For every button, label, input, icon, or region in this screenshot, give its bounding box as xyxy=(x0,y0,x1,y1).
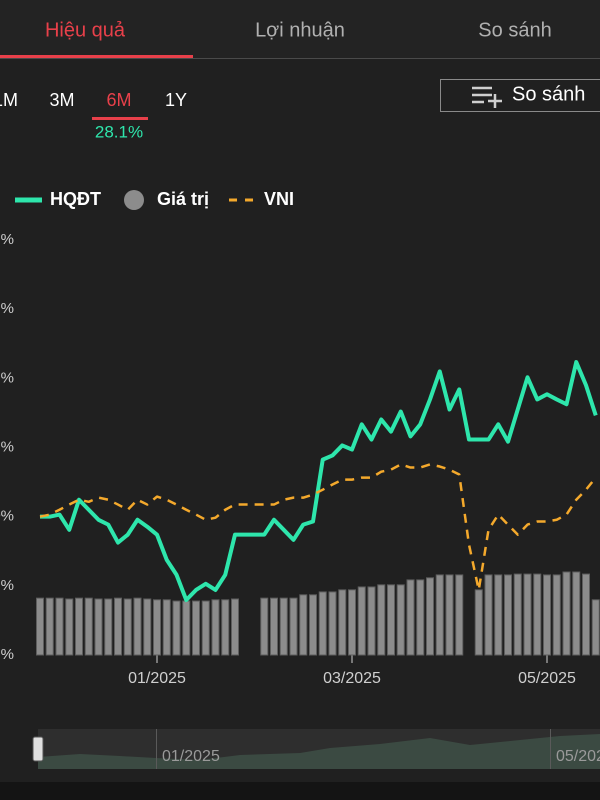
navigator-handle[interactable] xyxy=(32,736,44,762)
bar xyxy=(591,599,600,656)
x-tick-label: 01/2025 xyxy=(128,670,186,687)
bar xyxy=(484,574,493,656)
bar xyxy=(572,571,581,656)
x-tick-label: 05/2025 xyxy=(518,670,576,687)
y-tick-label: 0% xyxy=(0,508,14,525)
tab[interactable]: Hiệu quả xyxy=(45,19,126,41)
bar xyxy=(562,571,571,656)
bar xyxy=(387,584,395,656)
y-tick-label: -20% xyxy=(0,577,14,594)
bar xyxy=(445,574,454,656)
bar xyxy=(552,574,561,656)
navigator-area xyxy=(38,734,600,769)
bar xyxy=(504,574,512,656)
y-tick-label: 80% xyxy=(0,231,14,248)
bar xyxy=(143,598,152,656)
period-underline xyxy=(92,117,148,120)
bar xyxy=(104,598,113,656)
button-label: So sánh xyxy=(512,83,585,105)
bar xyxy=(455,574,464,656)
bar xyxy=(270,597,278,656)
legend-label: Giá trị xyxy=(157,189,209,209)
button-icon xyxy=(472,86,502,108)
bar xyxy=(543,574,551,656)
y-tick-label: 20% xyxy=(0,438,14,455)
bar xyxy=(289,597,298,656)
y-tick-label: -40% xyxy=(0,646,14,663)
tab[interactable]: So sánh xyxy=(478,19,551,41)
bar xyxy=(523,573,532,656)
bottom-bar xyxy=(0,782,600,800)
bar xyxy=(494,574,503,656)
bar xyxy=(582,573,590,656)
bar xyxy=(162,599,171,656)
bar xyxy=(36,597,44,656)
button-border xyxy=(440,79,600,112)
bar xyxy=(435,574,444,656)
bar xyxy=(211,599,220,656)
legend: HQĐT Giá trị VNI xyxy=(15,189,294,210)
series-line xyxy=(39,463,597,592)
bar xyxy=(45,597,54,656)
bar xyxy=(377,584,386,656)
bar xyxy=(84,597,93,656)
bar xyxy=(416,579,425,656)
bar xyxy=(133,597,142,656)
bar xyxy=(260,597,269,656)
bar xyxy=(474,589,483,656)
bar xyxy=(279,597,288,656)
period-button[interactable]: 1Y xyxy=(165,90,187,110)
bar xyxy=(55,597,64,656)
y-tick-label: 60% xyxy=(0,300,14,317)
bar xyxy=(221,599,230,656)
series-line xyxy=(40,360,598,603)
bar xyxy=(348,589,356,656)
period-button[interactable]: 1M xyxy=(0,90,18,110)
bar xyxy=(328,591,337,656)
bar xyxy=(75,597,83,656)
navigator-label: 05/2025 xyxy=(556,748,600,765)
bar xyxy=(94,598,103,656)
navigator: 01/2025 05/2025 xyxy=(32,729,600,769)
bar xyxy=(396,584,405,656)
bar xyxy=(123,598,132,656)
bar xyxy=(201,600,210,656)
plot: -40% -20% 0% 20% 40% 60% 80% 01/2025 03/2025 05/2… xyxy=(0,231,600,687)
period-button[interactable]: 6M xyxy=(106,90,131,110)
bar xyxy=(114,597,122,656)
legend-label: VNI xyxy=(264,189,294,209)
bar xyxy=(513,573,522,656)
bar xyxy=(299,594,308,656)
legend-swatch xyxy=(124,190,144,210)
bar xyxy=(533,573,542,656)
bar xyxy=(357,586,366,656)
bar xyxy=(367,586,376,656)
compare-button[interactable]: So sánh xyxy=(440,79,600,112)
bar xyxy=(65,598,74,656)
bar xyxy=(231,598,239,656)
legend-label: HQĐT xyxy=(50,189,101,209)
bar xyxy=(318,591,327,656)
y-tick-label: 40% xyxy=(0,369,14,386)
bar xyxy=(426,577,434,656)
bar xyxy=(406,579,415,656)
tab-bar xyxy=(0,0,600,58)
bar xyxy=(192,600,200,656)
navigator-label: 01/2025 xyxy=(162,748,220,765)
bar xyxy=(182,600,191,656)
bar xyxy=(172,600,181,656)
period-return: 28.1% xyxy=(95,122,143,141)
bar xyxy=(309,594,317,656)
bar xyxy=(338,589,347,656)
tab[interactable]: Lợi nhuận xyxy=(255,19,345,41)
period-button[interactable]: 3M xyxy=(49,90,74,110)
bar xyxy=(153,599,161,656)
tab-underline xyxy=(0,55,193,58)
x-tick-label: 03/2025 xyxy=(323,670,381,687)
